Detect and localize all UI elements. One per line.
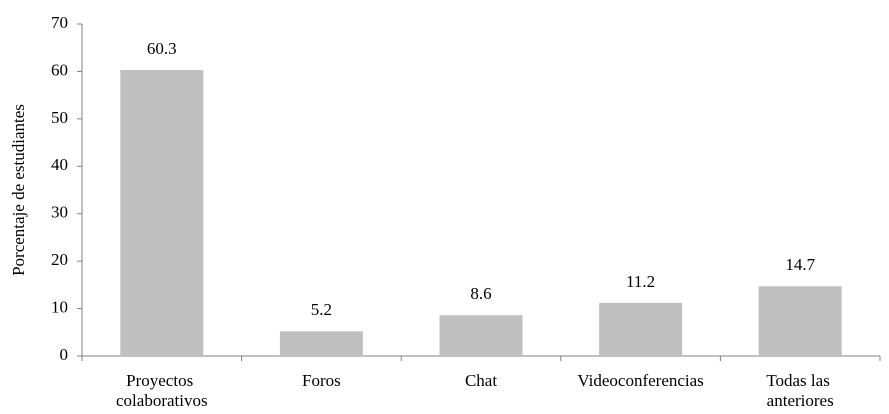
y-tick-label: 50 xyxy=(51,108,68,127)
y-axis-label: Porcentaje de estudiantes xyxy=(9,104,28,276)
data-label: 60.3 xyxy=(147,39,177,58)
y-tick-label: 40 xyxy=(51,155,68,174)
data-label: 5.2 xyxy=(311,300,332,319)
y-tick-label: 0 xyxy=(60,345,69,364)
y-tick-label: 60 xyxy=(51,60,68,79)
data-label: 14.7 xyxy=(785,255,815,274)
y-tick-label: 10 xyxy=(51,297,68,316)
x-tick-label: Proyectos colaborativos xyxy=(116,371,208,410)
x-tick-label: Todas las anteriores xyxy=(766,371,834,410)
data-label: 8.6 xyxy=(470,284,491,303)
bar xyxy=(279,331,363,356)
data-label: 11.2 xyxy=(626,272,655,291)
bar xyxy=(120,70,204,357)
y-tick-label: 30 xyxy=(51,203,68,222)
bar xyxy=(599,302,683,356)
x-tick-label: Foros xyxy=(302,371,341,390)
bar xyxy=(439,315,523,356)
x-tick-label: Chat xyxy=(465,371,497,390)
bar xyxy=(758,286,842,356)
x-tick-label: Videoconferencias xyxy=(577,371,703,390)
y-tick-label: 20 xyxy=(51,250,68,269)
y-tick-label: 70 xyxy=(51,13,68,32)
